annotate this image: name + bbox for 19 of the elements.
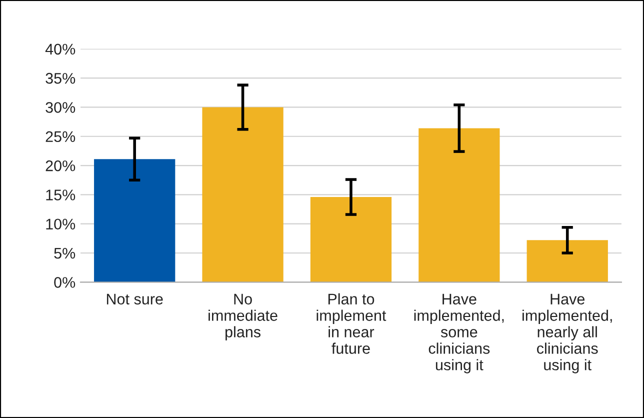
y-tick-label: 35%	[46, 72, 76, 84]
y-tick-label: 5%	[54, 248, 76, 259]
x-tick-label: Plan to implement in near future	[316, 293, 386, 354]
bar	[310, 197, 392, 282]
x-tick-label: Not sure	[106, 294, 163, 304]
bar	[418, 128, 500, 282]
y-tick-label: 10%	[46, 218, 76, 230]
bar	[202, 107, 284, 282]
bar	[526, 240, 608, 282]
y-tick-label: 30%	[46, 102, 76, 113]
y-tick-label: 40%	[45, 44, 76, 55]
x-tick-label: Have implemented, nearly all clinicians using it	[522, 294, 612, 374]
x-tick-label: No immediate plans	[208, 294, 278, 340]
y-tick-label: 0%	[54, 277, 76, 288]
x-tick-label: Have implemented, some clinicians using it	[414, 294, 504, 374]
bar	[94, 159, 176, 282]
y-tick-label: 25%	[46, 131, 76, 142]
y-tick-label: 15%	[46, 190, 76, 200]
y-tick-label: 20%	[46, 160, 76, 172]
